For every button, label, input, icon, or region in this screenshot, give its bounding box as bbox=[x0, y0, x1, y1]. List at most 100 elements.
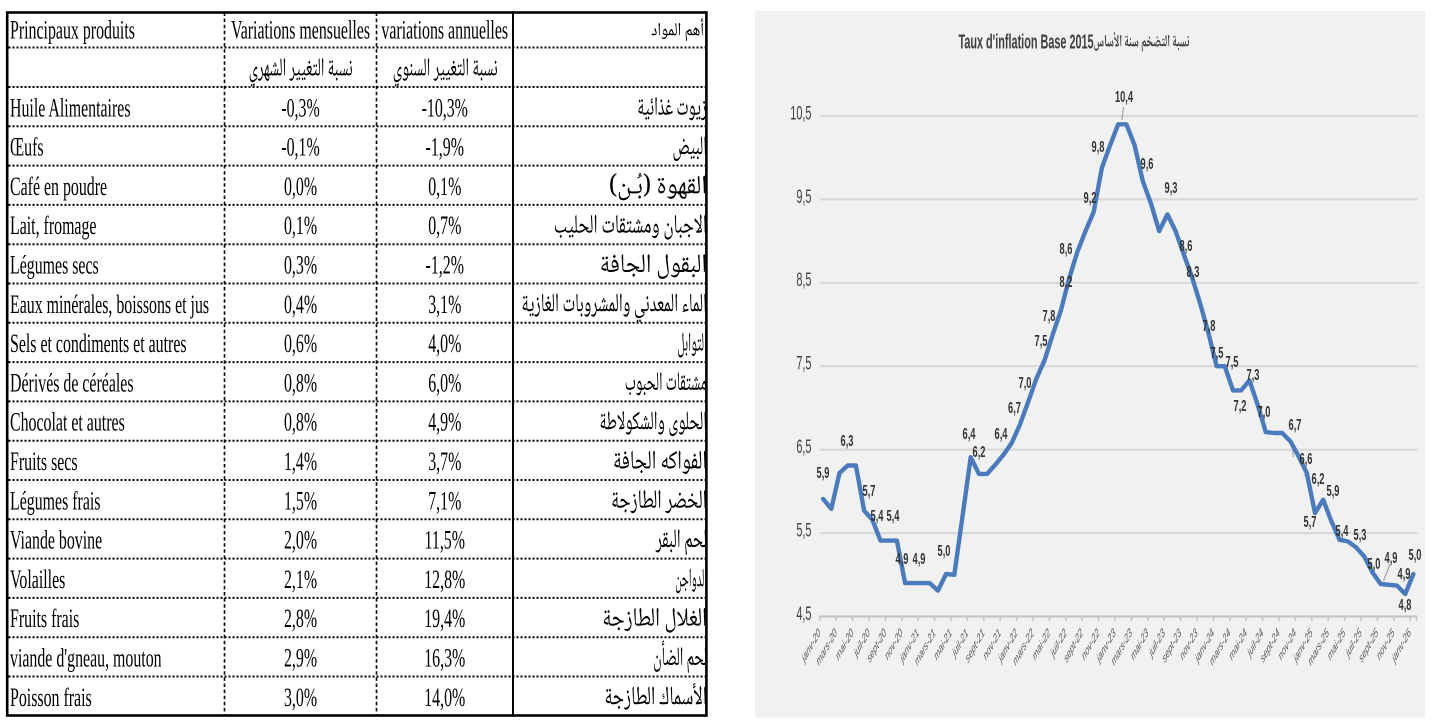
svg-text:9,2: 9,2 bbox=[1084, 188, 1097, 206]
svg-text:Fruits secs: Fruits secs bbox=[10, 447, 78, 476]
svg-text:6,6: 6,6 bbox=[1300, 449, 1313, 467]
svg-text:4,9: 4,9 bbox=[1398, 564, 1411, 582]
svg-text:4,9: 4,9 bbox=[1385, 548, 1398, 566]
svg-text:6,7: 6,7 bbox=[1289, 415, 1302, 433]
svg-text:10,5: 10,5 bbox=[790, 103, 811, 124]
svg-text:-0,1%: -0,1% bbox=[281, 133, 319, 162]
svg-text:7,2: 7,2 bbox=[1234, 396, 1247, 414]
svg-text:-1,2%: -1,2% bbox=[426, 250, 464, 279]
svg-text:5,0: 5,0 bbox=[1409, 545, 1422, 563]
svg-text:Fruits frais: Fruits frais bbox=[10, 604, 79, 633]
svg-text:5,5: 5,5 bbox=[796, 520, 811, 541]
svg-text:5,4: 5,4 bbox=[871, 506, 884, 524]
svg-text:12,8%: 12,8% bbox=[424, 565, 465, 594]
svg-text:5,9: 5,9 bbox=[1327, 481, 1340, 499]
svg-text:8,3: 8,3 bbox=[1187, 262, 1200, 280]
svg-text:4,9: 4,9 bbox=[913, 549, 926, 567]
svg-text:7,8: 7,8 bbox=[1043, 306, 1056, 324]
svg-text:6,2: 6,2 bbox=[973, 442, 986, 460]
svg-text:1,4%: 1,4% bbox=[284, 447, 317, 476]
svg-text:19,4%: 19,4% bbox=[424, 604, 465, 633]
svg-text:2,1%: 2,1% bbox=[284, 565, 317, 594]
svg-text:6,4: 6,4 bbox=[995, 424, 1008, 442]
svg-text:5,4: 5,4 bbox=[1336, 521, 1349, 539]
svg-text:0,1%: 0,1% bbox=[428, 172, 461, 201]
svg-text:7,5: 7,5 bbox=[796, 354, 811, 375]
svg-text:8,6: 8,6 bbox=[1180, 236, 1193, 254]
svg-text:4,5: 4,5 bbox=[796, 604, 811, 625]
svg-text:6,7: 6,7 bbox=[1008, 398, 1021, 416]
svg-text:16,3%: 16,3% bbox=[424, 643, 465, 672]
svg-text:14,0%: 14,0% bbox=[424, 683, 465, 712]
svg-text:7,5: 7,5 bbox=[1226, 352, 1239, 370]
svg-text:Lait, fromage: Lait, fromage bbox=[10, 211, 96, 240]
svg-text:Sels et condiments et autres: Sels et condiments et autres bbox=[10, 329, 187, 358]
svg-text:variations annuelles: variations annuelles bbox=[381, 16, 508, 45]
svg-text:7,5: 7,5 bbox=[1035, 331, 1048, 349]
svg-text:Eaux minérales, boissons et ju: Eaux minérales, boissons et jus bbox=[10, 290, 209, 319]
svg-text:Poisson frais: Poisson frais bbox=[10, 683, 92, 712]
svg-text:4,8: 4,8 bbox=[1399, 595, 1412, 613]
svg-text:0,1%: 0,1% bbox=[284, 211, 317, 240]
svg-text:2,0%: 2,0% bbox=[284, 526, 317, 555]
svg-text:Taux d'inflation Base 2015: Taux d'inflation Base 2015 bbox=[959, 31, 1094, 53]
svg-text:5,3: 5,3 bbox=[1354, 525, 1367, 543]
svg-text:6,2: 6,2 bbox=[1312, 469, 1325, 487]
svg-text:6,3: 6,3 bbox=[841, 431, 854, 449]
svg-text:7,3: 7,3 bbox=[1247, 365, 1260, 383]
svg-text:Légumes secs: Légumes secs bbox=[10, 250, 99, 279]
svg-text:Légumes frais: Légumes frais bbox=[10, 486, 100, 515]
svg-text:2,8%: 2,8% bbox=[284, 604, 317, 633]
svg-text:9,5: 9,5 bbox=[796, 187, 811, 208]
svg-text:4,9: 4,9 bbox=[896, 549, 909, 567]
svg-text:-1,9%: -1,9% bbox=[426, 133, 464, 162]
svg-text:8,5: 8,5 bbox=[796, 270, 811, 291]
svg-text:0,3%: 0,3% bbox=[284, 250, 317, 279]
svg-text:5,9: 5,9 bbox=[817, 463, 830, 481]
svg-text:2,9%: 2,9% bbox=[284, 643, 317, 672]
svg-text:0,7%: 0,7% bbox=[428, 211, 461, 240]
svg-text:0,0%: 0,0% bbox=[284, 172, 317, 201]
svg-text:5,0: 5,0 bbox=[938, 541, 951, 559]
svg-text:5,7: 5,7 bbox=[863, 481, 876, 499]
svg-text:0,8%: 0,8% bbox=[284, 408, 317, 437]
svg-text:Huile Alimentaires: Huile Alimentaires bbox=[10, 93, 130, 122]
svg-text:10,4: 10,4 bbox=[1115, 87, 1134, 105]
svg-text:3,0%: 3,0% bbox=[284, 683, 317, 712]
svg-text:4,9%: 4,9% bbox=[428, 408, 461, 437]
svg-text:4,0%: 4,0% bbox=[428, 329, 461, 358]
svg-text:1,5%: 1,5% bbox=[284, 486, 317, 515]
svg-text:Principaux produits: Principaux produits bbox=[10, 16, 135, 45]
svg-text:3,7%: 3,7% bbox=[428, 447, 461, 476]
svg-text:6,4: 6,4 bbox=[963, 424, 976, 442]
svg-text:0,4%: 0,4% bbox=[284, 290, 317, 319]
svg-text:3,1%: 3,1% bbox=[428, 290, 461, 319]
svg-text:11,5%: 11,5% bbox=[425, 526, 465, 555]
svg-text:0,8%: 0,8% bbox=[284, 368, 317, 397]
svg-text:7,5: 7,5 bbox=[1211, 343, 1224, 361]
svg-text:Volailles: Volailles bbox=[10, 565, 65, 594]
svg-text:viande d'gneau, mouton: viande d'gneau, mouton bbox=[10, 643, 162, 672]
svg-text:5,7: 5,7 bbox=[1304, 512, 1317, 530]
svg-text:9,6: 9,6 bbox=[1141, 154, 1154, 172]
svg-text:7,8: 7,8 bbox=[1203, 316, 1216, 334]
svg-text:8,2: 8,2 bbox=[1060, 272, 1073, 290]
svg-text:0,6%: 0,6% bbox=[284, 329, 317, 358]
svg-text:7,0: 7,0 bbox=[1258, 402, 1271, 420]
svg-text:-10,3%: -10,3% bbox=[422, 93, 468, 122]
svg-text:5,0: 5,0 bbox=[1368, 554, 1381, 572]
svg-text:Œufs: Œufs bbox=[10, 133, 44, 162]
svg-text:-0,3%: -0,3% bbox=[281, 93, 319, 122]
svg-text:6,5: 6,5 bbox=[796, 437, 811, 458]
svg-text:5,4: 5,4 bbox=[887, 506, 900, 524]
svg-text:9,3: 9,3 bbox=[1165, 178, 1178, 196]
svg-text:7,0: 7,0 bbox=[1019, 373, 1032, 391]
svg-text:9,8: 9,8 bbox=[1092, 137, 1105, 155]
svg-text:6,0%: 6,0% bbox=[428, 368, 461, 397]
svg-text:8,6: 8,6 bbox=[1060, 239, 1073, 257]
svg-text:Dérivés de céréales: Dérivés de céréales bbox=[10, 368, 134, 397]
svg-text:Café en poudre: Café en poudre bbox=[10, 172, 107, 201]
svg-text:7,1%: 7,1% bbox=[428, 486, 461, 515]
svg-text:Chocolat et autres: Chocolat et autres bbox=[10, 408, 125, 437]
svg-text:Viande bovine: Viande bovine bbox=[10, 526, 102, 555]
